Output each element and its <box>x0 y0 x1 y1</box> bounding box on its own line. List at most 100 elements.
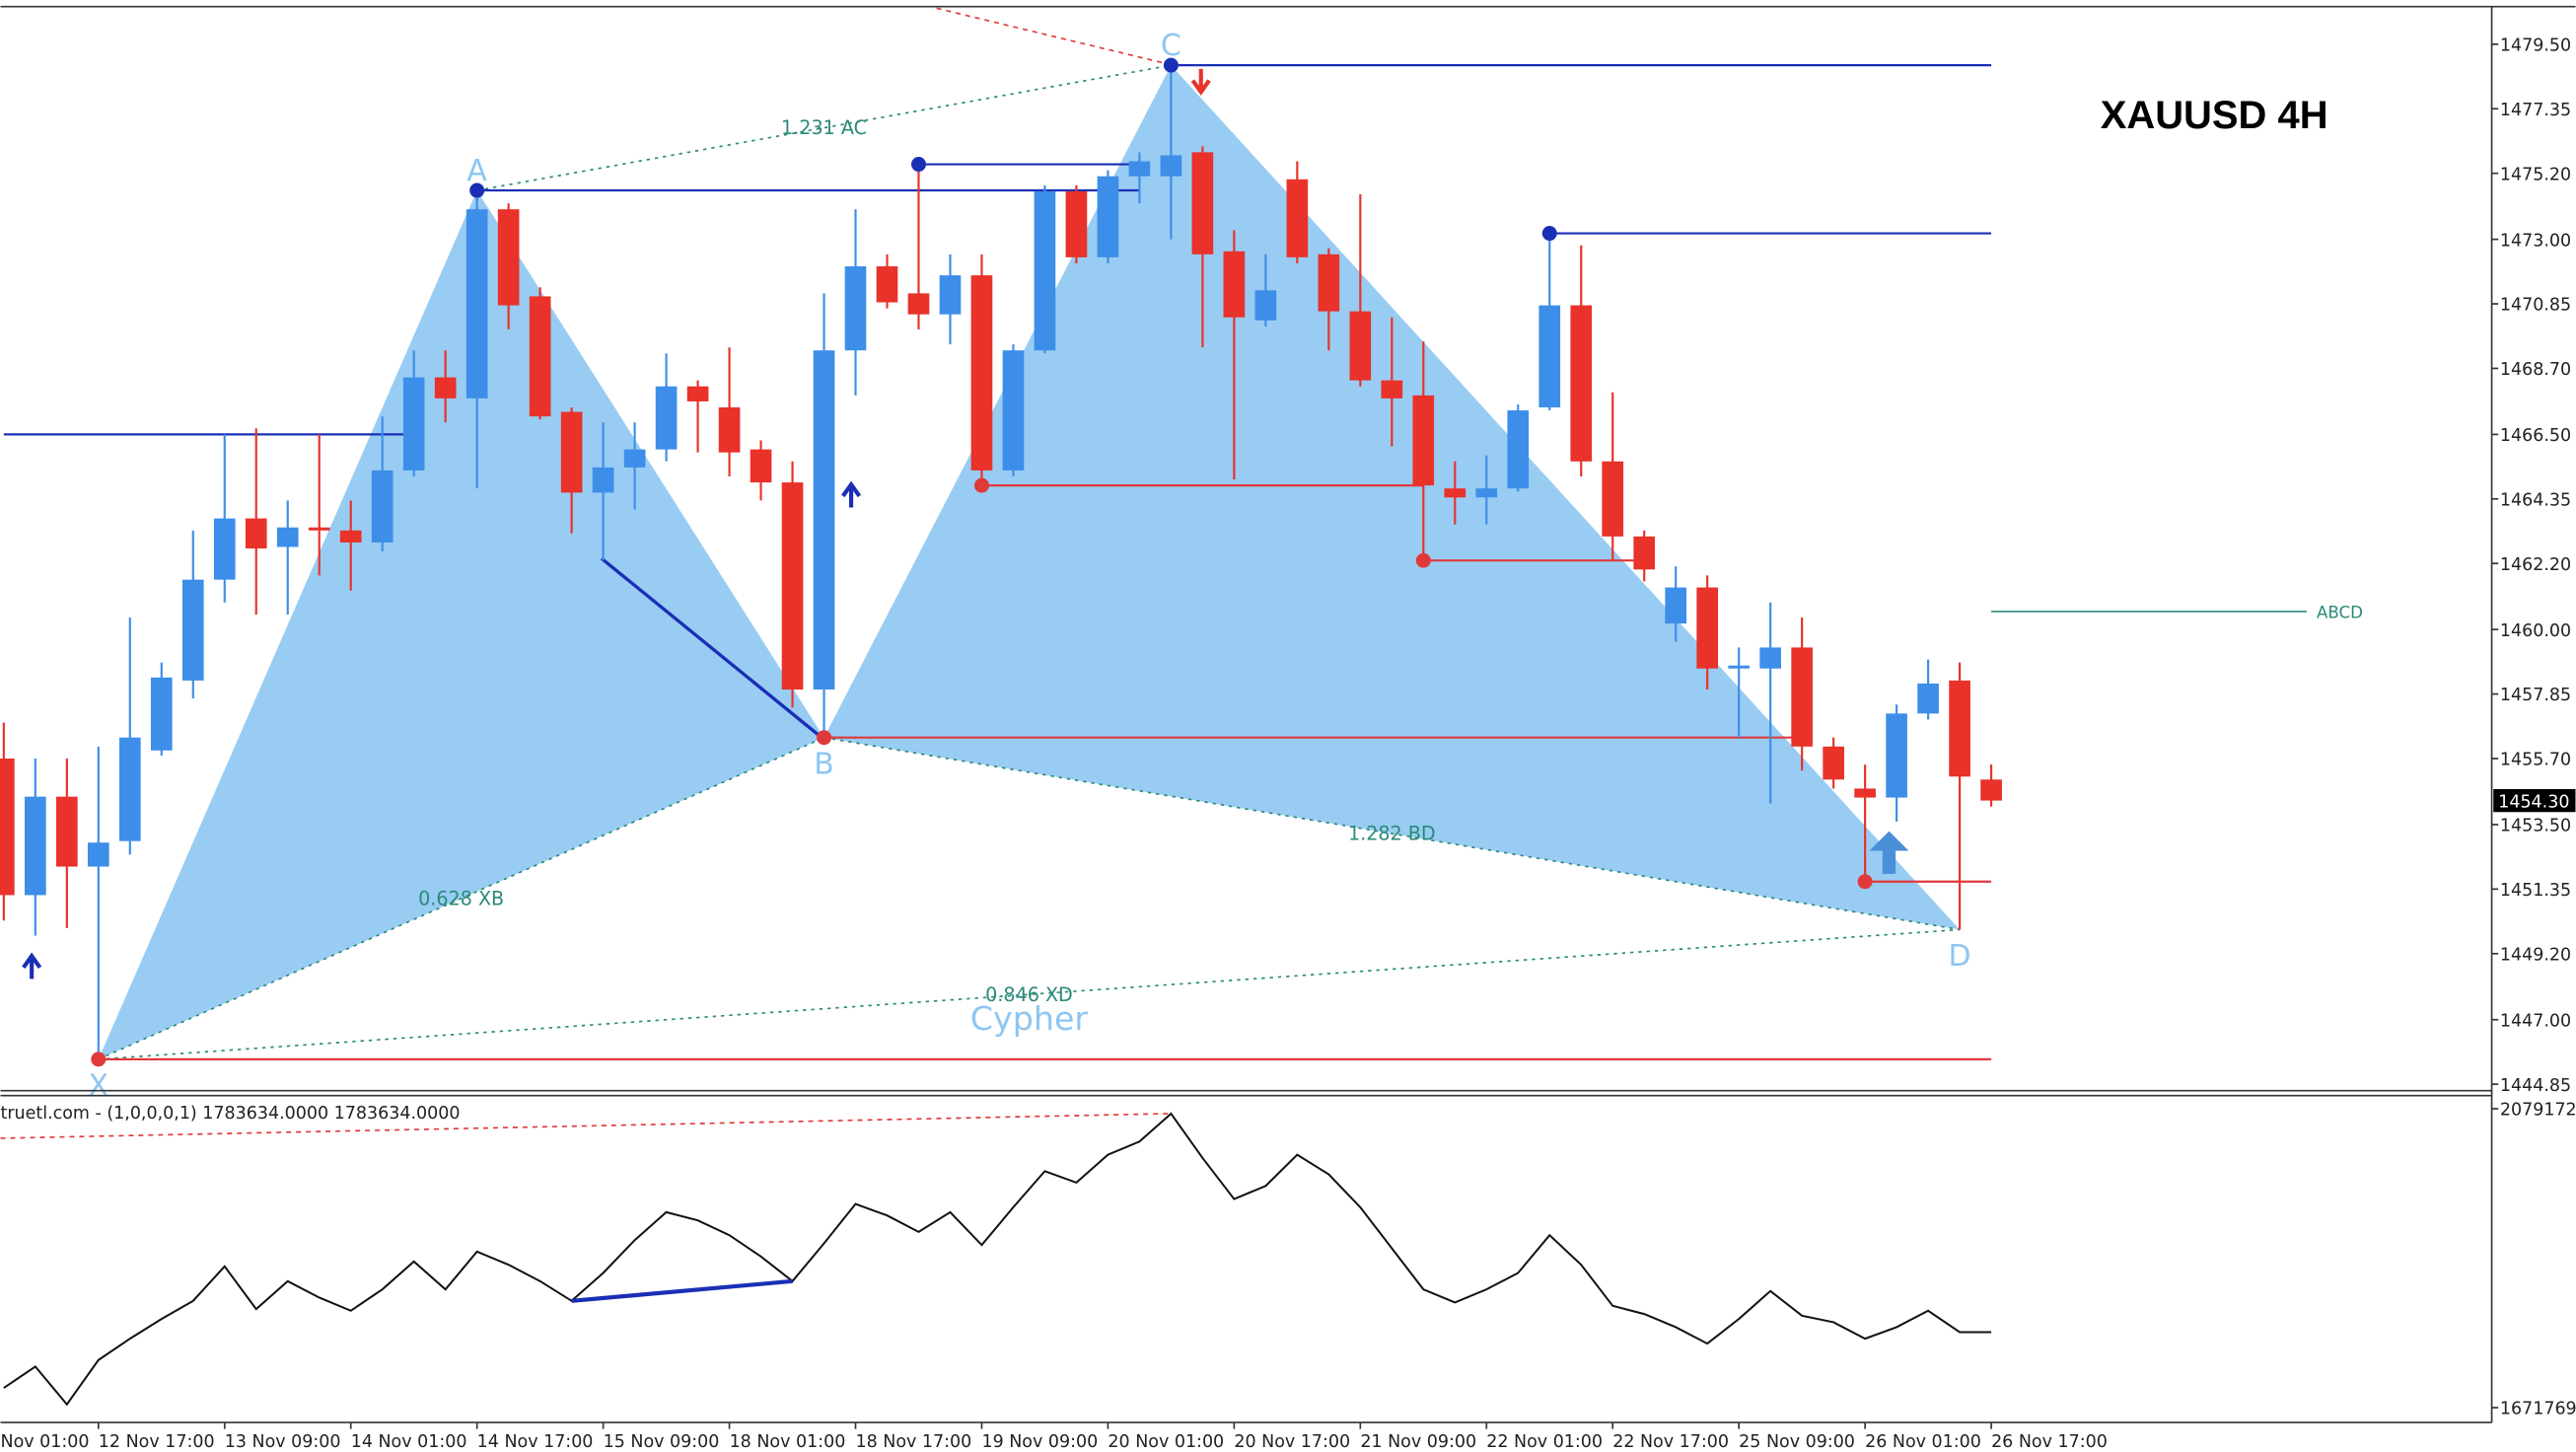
candle-body <box>0 758 15 896</box>
candle-body <box>970 275 993 471</box>
indicator-label: truetl.com - (1,0,0,0,1) 1783634.0000 17… <box>1 1104 461 1124</box>
candle-body <box>276 527 299 547</box>
x-tick-label: 15 Nov 09:00 <box>604 1432 720 1452</box>
ratio-label: 0.846 XD <box>985 983 1073 1006</box>
candle-body <box>939 275 962 315</box>
candle-body <box>55 796 78 867</box>
candle-body <box>1791 647 1813 747</box>
x-tick-label: 20 Nov 01:00 <box>1108 1432 1224 1452</box>
candle-body <box>1223 251 1246 318</box>
chart-title: XAUUSD 4H <box>2101 94 2328 137</box>
y-tick-label: 1457.85 <box>2500 686 2571 705</box>
y-tick-label: 1468.70 <box>2500 360 2571 380</box>
last-price-box <box>2493 788 2576 813</box>
ratio-line <box>823 736 1961 931</box>
x-tick-label: 21 Nov 09:00 <box>1360 1432 1476 1452</box>
candle-body <box>1034 190 1056 351</box>
y-tick-label: 1462.20 <box>2500 555 2571 575</box>
candle-body <box>1759 647 1781 669</box>
candle-body <box>465 209 488 399</box>
level-dot <box>1163 57 1179 73</box>
level-dot <box>973 477 989 493</box>
indicator-line <box>3 1112 1992 1407</box>
x-tick-label: 22 Nov 01:00 <box>1486 1432 1603 1452</box>
x-tick-label: 18 Nov 01:00 <box>730 1432 846 1452</box>
x-tick-label: 26 Nov 01:00 <box>1865 1432 1981 1452</box>
y-tick-label: 1444.85 <box>2500 1076 2571 1096</box>
candle-body <box>245 518 267 549</box>
candle-body <box>718 407 741 453</box>
candle-body <box>1854 788 1876 798</box>
x-tick-label: 12 Nov 17:00 <box>99 1432 215 1452</box>
candle-body <box>1633 536 1656 570</box>
candle-body <box>1696 587 1719 669</box>
indicator-divergence <box>571 1278 793 1303</box>
y2-tick-label: 2079172. <box>2500 1101 2576 1121</box>
last-price-label: 1454.30 <box>2498 792 2569 812</box>
candle-body <box>1412 395 1435 486</box>
candle-body <box>1318 254 1340 312</box>
y-tick-label: 1466.50 <box>2500 426 2571 446</box>
ratio-label: 1.282 BD <box>1348 823 1436 845</box>
level-dot <box>91 1052 107 1067</box>
candle-body <box>1097 176 1119 257</box>
candle-body <box>1917 683 1939 714</box>
candle-body <box>308 527 330 531</box>
candle-body <box>1728 665 1750 669</box>
ratio-line <box>98 928 1961 1060</box>
y-tick-label: 1453.50 <box>2500 817 2571 836</box>
y-tick-label: 1455.70 <box>2500 751 2571 770</box>
y-tick-label: 1460.00 <box>2500 621 2571 641</box>
candle-body <box>844 265 867 351</box>
label-layer: 0.628 XB1.231 AC1.282 BD0.846 XDCypherXA… <box>89 29 2363 1103</box>
candle-body <box>371 470 394 543</box>
y-tick-label: 1479.50 <box>2500 36 2571 55</box>
level-dot <box>469 182 485 198</box>
candle-body <box>813 350 835 690</box>
signal-arrow-up <box>841 480 862 508</box>
point-label: X <box>89 1069 109 1104</box>
y-tick-label: 1464.35 <box>2500 490 2571 510</box>
level-dot <box>1541 226 1557 242</box>
y-tick-label: 1475.20 <box>2500 165 2571 184</box>
candle-body <box>1160 155 1182 177</box>
candle-body <box>1002 350 1025 471</box>
y-tick-label: 1447.00 <box>2500 1011 2571 1031</box>
x-tick-label: 25 Nov 09:00 <box>1739 1432 1855 1452</box>
x-tick-label: 20 Nov 17:00 <box>1234 1432 1350 1452</box>
candle-body <box>1570 305 1593 462</box>
candle-body <box>529 296 551 417</box>
abcd-label: ABCD <box>2317 604 2363 622</box>
x-tick-label: 14 Nov 17:00 <box>477 1432 594 1452</box>
y-tick-label: 1477.35 <box>2500 101 2571 120</box>
candle-body <box>339 530 362 543</box>
pattern-triangle <box>823 65 1961 930</box>
level-dot <box>910 157 926 173</box>
signal-arrow-up <box>22 952 42 980</box>
point-label: C <box>1161 29 1181 63</box>
candle-body <box>1602 461 1624 537</box>
x-tick-label: 13 Nov 09:00 <box>225 1432 341 1452</box>
y2-tick-label: 1671769. <box>2500 1400 2576 1419</box>
ratio-label: 1.231 AC <box>781 116 867 139</box>
pattern-name: Cypher <box>970 999 1089 1038</box>
candle-body <box>1128 161 1151 177</box>
level-layer <box>3 64 2307 1060</box>
ratio-line <box>476 64 1172 191</box>
candle-body <box>497 209 520 306</box>
candle-body <box>655 386 678 450</box>
candle-body <box>1349 311 1372 381</box>
x-tick-label: 19 Nov 09:00 <box>981 1432 1098 1452</box>
candle-body <box>1538 305 1561 408</box>
candle-body <box>750 449 772 483</box>
candle-body <box>118 737 141 841</box>
candle-body <box>1949 680 1970 777</box>
candle-body <box>1191 152 1214 254</box>
candle-body <box>25 796 46 896</box>
candle-body <box>1980 779 2002 801</box>
candle-layer <box>0 65 2002 1059</box>
candle-body <box>560 411 583 493</box>
y-tick-label: 1470.85 <box>2500 296 2571 316</box>
